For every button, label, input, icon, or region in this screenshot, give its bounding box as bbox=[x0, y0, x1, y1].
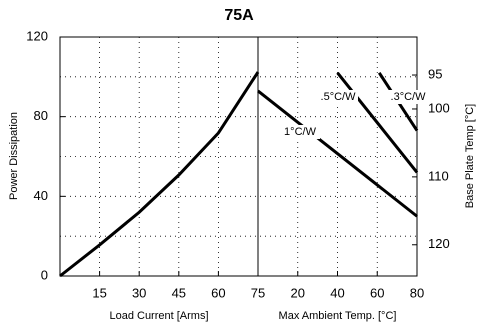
curve bbox=[59, 71, 260, 278]
x-tick-label: 80 bbox=[410, 285, 424, 300]
curve-label: .5°C/W bbox=[321, 91, 357, 103]
y2-tick-label: 95 bbox=[428, 66, 442, 81]
curve bbox=[257, 89, 418, 218]
x-tick-label: 15 bbox=[92, 285, 106, 300]
y2-tick-label: 110 bbox=[428, 168, 449, 183]
x-tick-label: 45 bbox=[172, 285, 186, 300]
y-tick-label: 80 bbox=[34, 108, 48, 123]
y-tick-label: 0 bbox=[41, 267, 48, 282]
y2-tick-label: 120 bbox=[428, 236, 450, 251]
y-axis-label: Power Dissipation bbox=[8, 112, 20, 200]
curve bbox=[336, 71, 419, 174]
chart-title: 75A bbox=[224, 7, 254, 24]
y-tick-label: 40 bbox=[34, 188, 48, 203]
x-axis-label: Max Ambient Temp. [°C] bbox=[279, 310, 397, 322]
label-bg bbox=[388, 90, 428, 104]
label-bg bbox=[280, 125, 320, 139]
curve-label: 1°C/W bbox=[284, 126, 317, 138]
y2-axis-label: Base Plate Temp [°C] bbox=[464, 104, 476, 208]
curve-label: .3°C/W bbox=[391, 91, 427, 103]
y-tick-label: 120 bbox=[26, 28, 48, 43]
x-tick-label: 30 bbox=[132, 285, 146, 300]
x-tick-label: 75 bbox=[251, 285, 265, 300]
label-bg bbox=[318, 90, 358, 104]
x-tick-label: 20 bbox=[291, 285, 305, 300]
x-axis-label: Load Current [Arms] bbox=[109, 310, 208, 322]
x-tick-label: 40 bbox=[330, 285, 344, 300]
x-tick-label: 60 bbox=[211, 285, 225, 300]
y2-tick-label: 100 bbox=[428, 100, 450, 115]
x-tick-label: 60 bbox=[370, 285, 384, 300]
plot-frame bbox=[59, 36, 418, 277]
